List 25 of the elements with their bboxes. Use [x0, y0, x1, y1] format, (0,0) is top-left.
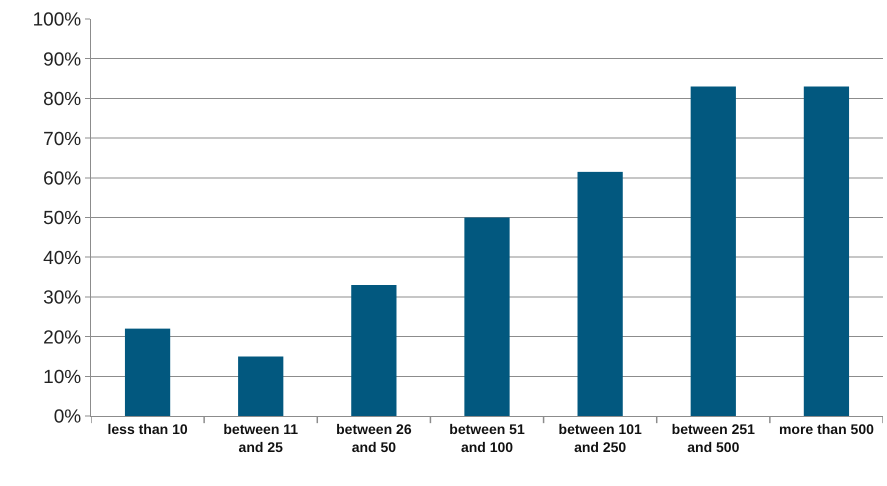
bar — [238, 356, 284, 416]
bar — [804, 86, 850, 416]
y-tick-label: 100% — [32, 10, 82, 31]
x-tick-label: less than 10 — [107, 420, 188, 437]
y-tick-label: 60% — [43, 168, 82, 190]
y-tick-label: 10% — [43, 366, 82, 388]
y-tick-label: 50% — [43, 208, 82, 230]
y-tick-label: 0% — [54, 406, 82, 428]
y-tick-label: 80% — [43, 89, 82, 110]
y-tick-label: 20% — [43, 327, 82, 348]
x-tick-label: between 26 and 50 — [336, 420, 412, 455]
y-tick-label: 70% — [43, 128, 82, 150]
x-tick-label: between 101 and 250 — [558, 420, 642, 455]
y-tick-label: 30% — [43, 288, 82, 309]
bar — [351, 284, 396, 416]
bar — [124, 328, 170, 416]
bar — [464, 218, 510, 416]
x-tick-label: between 251 and 500 — [672, 420, 756, 455]
y-tick-label: 40% — [43, 248, 82, 269]
bar — [690, 86, 736, 416]
x-tick-label: more than 500 — [778, 420, 874, 437]
x-tick-label: between 11 and 25 — [223, 420, 298, 455]
y-tick-label: 90% — [43, 49, 82, 70]
x-tick-label: between 51 and 100 — [449, 420, 525, 455]
bar — [578, 172, 623, 416]
